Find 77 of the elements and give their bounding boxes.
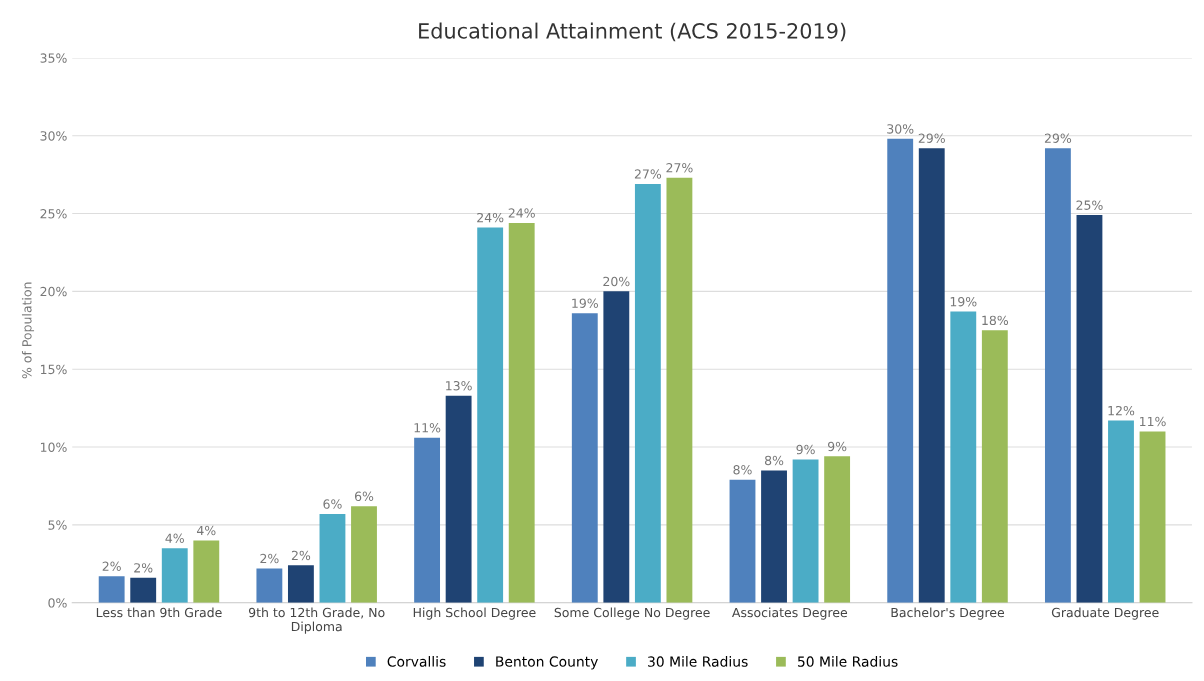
- y-tick-label: 10%: [40, 442, 67, 452]
- data-label: 13%: [446, 381, 472, 391]
- bar: [193, 540, 220, 603]
- bar: [1076, 215, 1103, 603]
- data-label: 6%: [323, 499, 342, 509]
- data-label: 27%: [634, 169, 662, 179]
- bar: [287, 565, 314, 603]
- data-label: 4%: [165, 533, 184, 544]
- x-tick-label: Some College No Degree: [554, 607, 710, 620]
- data-label: 2%: [260, 553, 279, 564]
- bar: [761, 470, 787, 603]
- data-label: 9%: [827, 441, 847, 452]
- data-label: 12%: [1108, 405, 1135, 416]
- y-tick-label: 0%: [48, 598, 67, 608]
- bar: [130, 577, 157, 603]
- bar: [792, 459, 819, 603]
- data-label: 19%: [572, 298, 598, 308]
- bar: [981, 330, 1008, 603]
- bar: [666, 177, 693, 603]
- bar: [477, 227, 504, 603]
- bar: [603, 291, 630, 603]
- bar: [1139, 431, 1166, 603]
- y-tick-label: 5%: [48, 520, 67, 530]
- data-label: 24%: [477, 212, 504, 223]
- bar: [319, 513, 346, 603]
- x-tick-label: Less than 9th Grade: [96, 607, 222, 618]
- bar: [98, 576, 125, 603]
- bar: [414, 437, 441, 603]
- x-tick-label: High School Degree: [413, 607, 536, 620]
- y-tick-label: 15%: [40, 364, 67, 375]
- data-label: 29%: [918, 133, 945, 143]
- data-label: 4%: [196, 525, 216, 536]
- bar: [634, 183, 661, 603]
- data-label: 8%: [764, 455, 784, 466]
- data-label: 6%: [354, 491, 374, 501]
- data-label: 2%: [102, 561, 121, 572]
- x-tick-label: Associates Degree: [732, 607, 848, 620]
- bar: [824, 456, 851, 603]
- chart-title: Educational Attainment (ACS 2015-2019): [419, 22, 846, 42]
- data-label: 11%: [1140, 416, 1166, 427]
- bar: [161, 548, 188, 603]
- bar: [918, 148, 945, 603]
- data-label: 27%: [666, 163, 693, 173]
- data-label: 9%: [796, 444, 815, 455]
- legend-label: 50 Mile Radius: [797, 656, 898, 667]
- y-tick-label: 20%: [40, 286, 67, 297]
- bar: [950, 311, 977, 603]
- data-label: 2%: [291, 550, 311, 561]
- x-tick-label: 9th to 12th Grade, No Diploma: [248, 607, 385, 634]
- data-label: 11%: [414, 423, 441, 433]
- data-label: 2%: [134, 563, 153, 573]
- bar: [351, 506, 377, 603]
- legend-label: Benton County: [496, 656, 598, 670]
- data-label: 8%: [733, 465, 752, 475]
- legend-label: Corvallis: [387, 656, 446, 667]
- bar: [1108, 420, 1134, 603]
- y-tick-label: 35%: [40, 53, 67, 63]
- data-label: 20%: [603, 276, 630, 287]
- data-label: 30%: [887, 124, 914, 134]
- data-label: 25%: [1076, 200, 1103, 210]
- bar: [887, 138, 914, 603]
- legend-label: 30 Mile Radius: [648, 656, 748, 667]
- bar: [508, 222, 535, 603]
- data-label: 19%: [950, 296, 977, 307]
- bar: [571, 313, 598, 603]
- bar: [1044, 148, 1071, 603]
- bar: [256, 568, 283, 603]
- data-label: 24%: [508, 208, 535, 218]
- data-label: 29%: [1044, 133, 1072, 143]
- y-tick-label: 30%: [40, 131, 67, 141]
- bar: [729, 479, 756, 603]
- x-tick-label: Bachelor's Degree: [891, 607, 1005, 620]
- y-tick-label: 25%: [40, 209, 67, 219]
- x-tick-label: Graduate Degree: [1051, 607, 1159, 620]
- y-axis-title: % of Population: [21, 282, 35, 379]
- bar: [445, 395, 472, 603]
- data-label: 18%: [982, 315, 1009, 326]
